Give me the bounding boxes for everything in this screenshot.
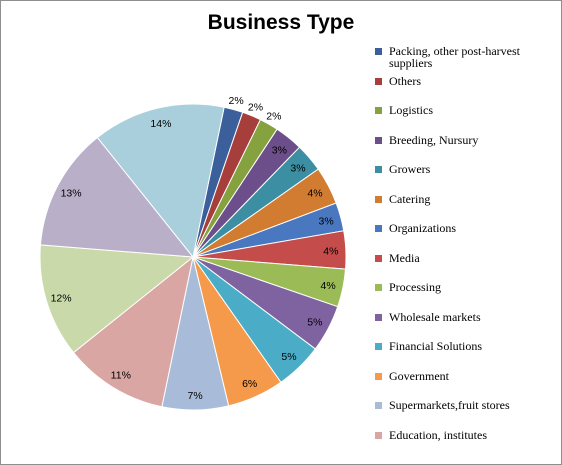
legend-label: Logistics xyxy=(389,103,433,117)
legend-swatch xyxy=(375,77,382,85)
slice-label: 3% xyxy=(290,163,305,175)
legend-label: Media xyxy=(389,250,420,265)
slice-label: 4% xyxy=(323,246,338,258)
legend-label: Wholesale markets xyxy=(389,309,481,324)
legend-swatch xyxy=(375,166,382,173)
slice-label: 13% xyxy=(61,187,82,199)
legend-swatch xyxy=(375,136,382,144)
legend-label: Education, institutes xyxy=(389,427,487,442)
slice-label: 2% xyxy=(266,111,281,123)
legend-swatch xyxy=(375,431,382,439)
legend-label: Breeding, Nursury xyxy=(389,132,479,147)
slice-label: 3% xyxy=(272,144,287,156)
pie-slice xyxy=(96,103,225,259)
pie-slice xyxy=(39,244,195,354)
legend-label: Growers xyxy=(389,162,431,176)
legend-swatch xyxy=(375,402,382,409)
legend-swatch xyxy=(375,254,382,262)
slice-label: 7% xyxy=(188,390,203,402)
slice-label: 5% xyxy=(281,351,296,363)
chart-title: Business Type xyxy=(207,11,355,34)
legend-label: Government xyxy=(389,368,449,383)
slice-label: 12% xyxy=(51,293,72,305)
slice-label: 3% xyxy=(319,216,334,228)
legend-label: Financial Solutions xyxy=(389,339,482,353)
slice-label: 6% xyxy=(242,378,257,390)
slice-label: 5% xyxy=(307,317,322,329)
legend-label: Supermarkets,fruit stores xyxy=(389,398,510,412)
slice-label: 2% xyxy=(248,102,263,114)
legend-swatch xyxy=(375,225,382,232)
legend-swatch xyxy=(375,195,382,203)
pie-slice xyxy=(72,255,194,408)
pie-slice xyxy=(39,136,195,258)
legend-swatch xyxy=(375,372,382,380)
slice-label: 2% xyxy=(229,95,244,107)
slice-label: 11% xyxy=(111,370,131,382)
legend-swatch xyxy=(375,107,382,114)
slice-label: 4% xyxy=(307,188,322,200)
legend-swatch xyxy=(375,48,382,55)
slice-label: 4% xyxy=(321,280,336,292)
legend-label: Catering xyxy=(389,191,431,206)
legend-label: Others xyxy=(389,73,421,88)
legend-swatch xyxy=(375,343,382,350)
slice-label: 14% xyxy=(150,118,171,130)
legend-label: Processing xyxy=(389,280,441,294)
legend-swatch xyxy=(375,284,382,291)
legend-label: Packing, other post-harvest suppliers xyxy=(389,44,520,70)
legend-label: Organizations xyxy=(389,221,457,235)
legend-swatch xyxy=(375,313,382,321)
